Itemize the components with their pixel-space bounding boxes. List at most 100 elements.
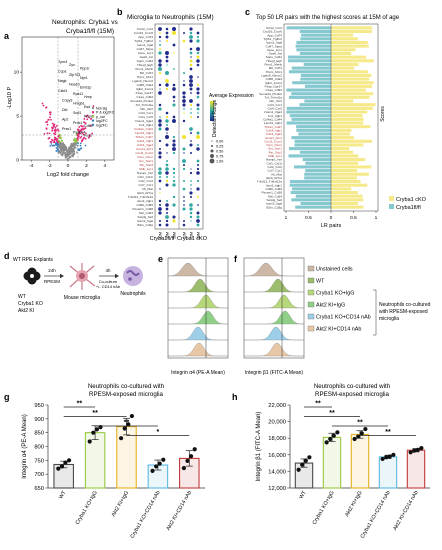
dot-mark: [182, 103, 186, 107]
lr-row-label: Col4a1_Cd44: [263, 117, 282, 121]
significance-label: **: [77, 401, 83, 408]
ef-legend-label: Cryba1 KO+CD14 nAb: [316, 314, 371, 320]
volcano-point: [46, 132, 49, 135]
data-point: [157, 461, 162, 466]
volcano-point: [60, 153, 63, 156]
dot-mark: [173, 100, 175, 102]
data-point: [192, 447, 197, 452]
dot-mark: [196, 131, 200, 135]
bar-chart-xtick-label: WT: [58, 489, 68, 500]
dot-mark: [165, 51, 169, 55]
dot-mark: [190, 184, 192, 186]
panel-d-arrow2-head: [115, 273, 119, 279]
lr-xtick-label: 1: [375, 215, 378, 221]
significance-label: **: [92, 410, 98, 417]
dot-row-label: Ebi3_Il27ra: [137, 191, 153, 195]
dot-mark: [189, 143, 193, 147]
lr-bar-flfl: [286, 121, 331, 125]
volcano-point-label: Cnpy3: [62, 98, 72, 102]
bar-chart-ytick-label: 14,000: [268, 469, 286, 475]
volcano-point: [54, 131, 57, 134]
lr-row-label: Selplg_Sell: [267, 198, 283, 202]
dot-mark: [158, 155, 162, 159]
dot-mark: [189, 127, 193, 131]
volcano-point: [50, 143, 53, 145]
dot-mark: [158, 103, 162, 107]
volcano-point-label: Hmgb1: [73, 102, 85, 106]
dot-mark: [172, 151, 176, 155]
lr-row-label: Ebi3_Il27ra: [266, 176, 282, 180]
bar-chart-title-line1: Neutrophils co-cultured with: [314, 383, 391, 390]
lr-xtick-label: 0.5: [350, 215, 357, 221]
volcano-point-label: Prdx1: [73, 121, 82, 125]
dot-mark: [158, 199, 162, 203]
lr-bar-cko: [331, 128, 352, 132]
ef-legend-label: Akt2 KI+IgG: [316, 302, 345, 308]
dot-mark: [165, 71, 169, 75]
data-point: [56, 466, 61, 471]
lr-bar-flfl: [290, 191, 331, 195]
microglia-icon: [69, 263, 96, 290]
volcano-point: [71, 154, 74, 156]
lr-bar-cko: [331, 187, 352, 191]
dot-mark: [196, 55, 200, 59]
volcano-point: [50, 118, 52, 121]
volcano-point-label: Rbm3: [84, 114, 94, 118]
lr-row-label: Ccl4_Ccr5: [268, 106, 283, 110]
dot-mark: [172, 143, 176, 147]
histogram-trace: [168, 294, 228, 309]
panel-d-arrow1-sub: RPESM: [44, 279, 60, 284]
data-point: [189, 454, 194, 459]
dot-mark: [165, 115, 169, 119]
data-point: [91, 430, 96, 435]
dot-mark: [196, 211, 200, 215]
lr-row-label: Ptprc_Mrc1: [266, 70, 282, 74]
data-point: [94, 427, 99, 432]
panel-d-arrow2-sub2: +/- CD14 nAb: [96, 284, 121, 289]
dot-pct-legend-label: 0.00: [216, 139, 223, 143]
volcano-point: [53, 136, 56, 139]
volcano-point: [77, 137, 79, 140]
lr-bar-cko: [331, 77, 370, 81]
panel-a: a Neutrophils: Cryba1 vs Cryba1fl/fl (15…: [4, 19, 118, 178]
lr-bar-flfl: [304, 172, 331, 176]
panel-a-title-line2: Cryba1fl/fl (15M): [66, 28, 114, 35]
histogram-trace: [168, 342, 228, 357]
data-point: [150, 468, 155, 473]
lr-bar-flfl: [291, 136, 331, 140]
dot-row-label: Jam2_Itgb1: [137, 199, 153, 203]
volcano-point-label: Tpm4: [58, 60, 67, 64]
lr-bar-flfl: [295, 194, 331, 198]
lr-row-label: Il6_Il6st: [271, 172, 282, 176]
dot-mark: [172, 167, 176, 171]
data-point: [335, 430, 340, 435]
dot-mark: [165, 111, 169, 115]
bar-chart-xtick-label: Cryba1 KO+IgG: [312, 490, 336, 526]
volcano-point: [41, 102, 44, 105]
bar-chart-ytick-label: 650: [34, 486, 44, 492]
dot-row-label: Psap_Gpr37: [136, 91, 154, 95]
dot-mark: [197, 76, 199, 78]
dot-row-label: Il1b_Il1r2: [140, 107, 153, 111]
dot-mark: [158, 123, 162, 127]
volcano-point-label: Cd63: [84, 124, 93, 128]
lr-row-label: Jam2_Itgb1: [266, 183, 282, 187]
volcano-point: [60, 143, 63, 145]
dot-mark: [189, 63, 193, 67]
dot-mark: [173, 68, 175, 70]
lr-bar-flfl: [296, 128, 331, 132]
dot-mark: [190, 132, 192, 134]
lr-bar-flfl: [294, 165, 331, 169]
volcano-legend-dot: [91, 115, 95, 118]
panel-h-chart: Neutrophils co-cultured withRPESM-expose…: [256, 383, 430, 540]
dot-row-label: Icam1_Itgal: [137, 43, 153, 47]
lr-bar-flfl: [291, 66, 331, 70]
lr-bar-flfl: [288, 59, 331, 63]
dot-row-label: Ptprc_Mrc1: [137, 75, 153, 79]
lr-bar-flfl: [299, 150, 331, 154]
lr-row-label: Ccl12_Ccr2: [266, 26, 282, 30]
panel-h-letter: h: [232, 392, 238, 402]
dot-mark: [196, 103, 200, 107]
dot-mark: [196, 135, 200, 139]
data-point: [296, 467, 301, 472]
